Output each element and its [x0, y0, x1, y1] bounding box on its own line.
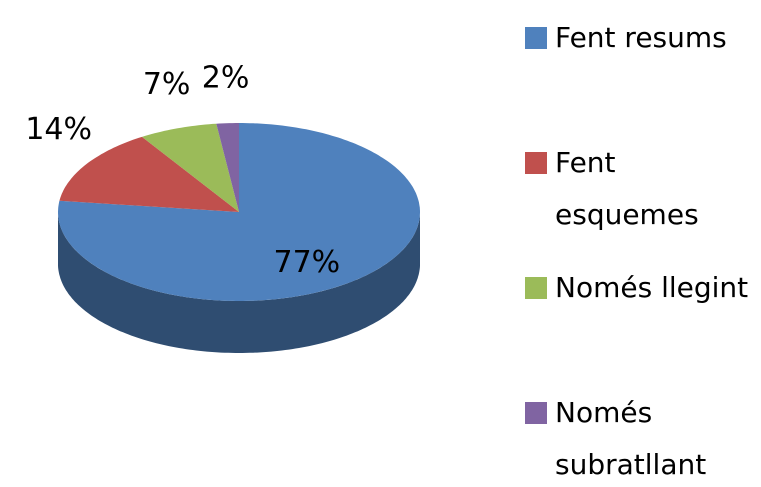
- legend-swatch: [525, 402, 547, 424]
- legend-item: Només llegint: [525, 262, 750, 314]
- data-label: 14%: [25, 112, 92, 147]
- slice: [216, 123, 239, 212]
- legend-label: Només llegint: [555, 271, 749, 304]
- legend-item: Fent esquemes: [525, 137, 750, 241]
- slice: [59, 136, 240, 212]
- legend-label: Fent resums: [555, 21, 727, 54]
- slice-side: [58, 212, 420, 353]
- data-label: 7%: [143, 67, 191, 102]
- legend-item: Només subratllant: [525, 387, 750, 487]
- legend-swatch: [525, 152, 547, 174]
- data-label: 2%: [202, 60, 250, 95]
- legend-swatch: [525, 277, 547, 299]
- slice: [142, 123, 239, 212]
- legend-swatch: [525, 27, 547, 49]
- legend-item: Fent resums: [525, 12, 750, 64]
- data-label: 77%: [274, 245, 341, 280]
- legend-label: Només subratllant: [555, 396, 707, 481]
- legend-label: Fent esquemes: [555, 146, 699, 231]
